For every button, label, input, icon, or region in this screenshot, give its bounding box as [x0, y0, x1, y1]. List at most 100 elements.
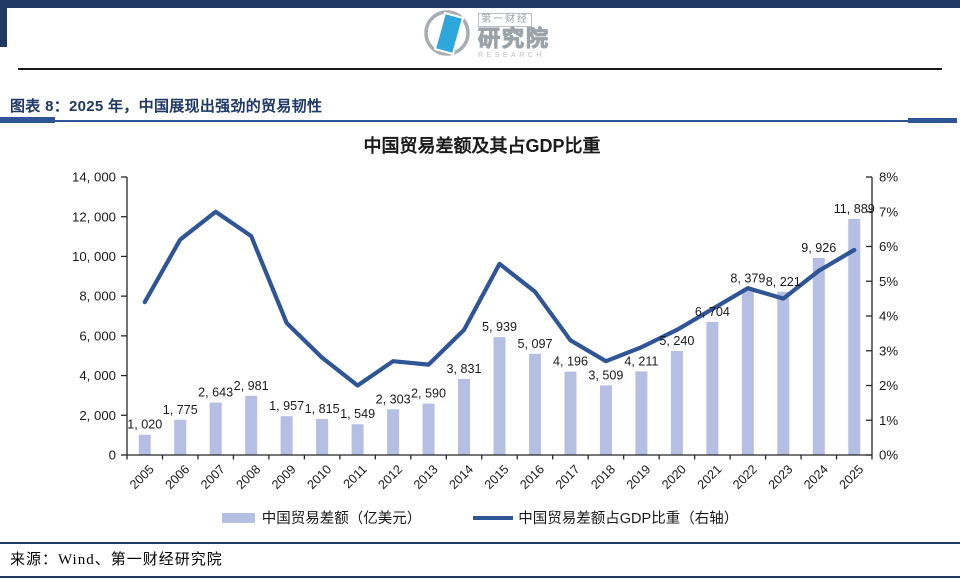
x-axis-label-2012: 2012 [375, 462, 405, 492]
caption-underline-thick-right [908, 118, 957, 123]
bar-label-2023: 8, 221 [766, 275, 801, 289]
caption-underline-thick-left [0, 117, 55, 123]
logo-brand-sub: RESEARCH [478, 52, 545, 59]
bar-2023 [777, 291, 790, 455]
bar-2013 [422, 403, 435, 455]
left-axis-tick-label: 0 [109, 448, 116, 463]
line-series-swatch [473, 515, 514, 520]
left-axis-tick-label: 4, 000 [79, 368, 116, 383]
left-axis-tick-label: 10, 000 [72, 249, 116, 264]
legend-item-bars: 中国贸易差额（亿美元） [221, 507, 422, 528]
bar-series-swatch [221, 512, 255, 523]
bar-series-label: 中国贸易差额（亿美元） [261, 511, 422, 527]
x-axis: 2005 2006 2007 2008 2009 2010 2011 2012 2013 2014… [126, 454, 873, 492]
right-axis-tick-label: 6% [879, 239, 898, 254]
legend-item-line: 中国贸易差额占GDP比重（右轴） [473, 507, 738, 528]
bar-label-2007: 2, 643 [198, 386, 233, 400]
bar-label-2019: 4, 211 [624, 354, 658, 368]
x-axis-label-2010: 2010 [305, 462, 335, 492]
x-axis-label-2015: 2015 [482, 462, 512, 492]
x-axis-label-2011: 2011 [341, 462, 370, 491]
right-axis-tick-label: 4% [879, 309, 898, 324]
bar-2021 [706, 321, 719, 455]
bar-label-2022: 8, 379 [730, 272, 765, 286]
bar-label-2016: 5, 097 [517, 337, 552, 351]
x-axis-label-2025: 2025 [837, 462, 867, 492]
left-axis-tick-label: 6, 000 [79, 328, 116, 343]
bar-2016 [528, 353, 541, 455]
left-accent-bar [0, 0, 7, 47]
chart-legend: 中国贸易差额（亿美元） 中国贸易差额占GDP比重（右轴） [0, 507, 960, 528]
header-divider [18, 68, 942, 70]
x-axis-label-2013: 2013 [411, 462, 441, 492]
top-accent-bar [0, 0, 960, 8]
bar-2008 [245, 395, 258, 455]
right-axis-tick-label: 5% [879, 274, 898, 289]
bar-2010 [316, 418, 329, 455]
bar-2019 [635, 371, 648, 455]
footer-divider [0, 542, 960, 544]
bar-2012 [387, 409, 400, 455]
right-axis-tick-label: 8% [879, 170, 898, 185]
bar-label-2010: 1, 815 [305, 402, 340, 416]
yicai-research-logo: 第一财经 研究院 RESEARCH [420, 5, 570, 65]
caption-underline [0, 120, 957, 122]
trade-balance-bars [138, 218, 861, 455]
bar-2007 [209, 402, 222, 455]
left-axis: 0 2, 000 4, 000 6, 000 8, 000 10, 000 12, 000 1… [72, 170, 128, 463]
right-axis-tick-label: 3% [879, 343, 898, 358]
bar-label-2017: 4, 196 [553, 355, 588, 369]
bar-2022 [741, 288, 754, 455]
figure-caption: 图表 8：2025 年，中国展现出强劲的贸易韧性 [10, 98, 323, 115]
right-axis-tick-label: 1% [879, 413, 898, 428]
x-axis-label-2023: 2023 [766, 462, 796, 492]
bar-2011 [351, 424, 364, 455]
x-axis-label-2021: 2021 [695, 462, 725, 492]
source-note: 来源：Wind、第一财经研究院 [10, 552, 223, 568]
bar-2025 [848, 218, 861, 455]
left-axis-tick-label: 14, 000 [72, 170, 116, 185]
bar-2024 [812, 257, 825, 455]
x-axis-label-2020: 2020 [659, 462, 689, 492]
x-axis-label-2017: 2017 [553, 462, 583, 492]
bar-2020 [670, 350, 683, 455]
right-axis: 0% 1% 2% 3% 4% 5% 6% 7% 8% [866, 170, 898, 463]
bar-label-2013: 2, 590 [411, 387, 446, 401]
x-axis-label-2006: 2006 [163, 462, 193, 492]
x-axis-label-2008: 2008 [234, 462, 264, 492]
x-axis-label-2007: 2007 [198, 462, 228, 492]
bar-label-2025: 11, 889 [834, 202, 875, 216]
line-series-label: 中国贸易差额占GDP比重（右轴） [518, 511, 739, 527]
x-axis-label-2019: 2019 [624, 462, 654, 492]
bar-2017 [564, 371, 577, 455]
bar-2018 [599, 385, 612, 455]
bar-label-2015: 5, 939 [482, 320, 517, 334]
x-axis-label-2022: 2022 [730, 462, 760, 492]
x-axis-label-2014: 2014 [446, 462, 476, 492]
x-axis-label-2018: 2018 [588, 462, 618, 492]
bar-label-2006: 1, 775 [163, 403, 198, 417]
bar-label-2008: 2, 981 [234, 379, 269, 393]
left-axis-tick-label: 12, 000 [72, 209, 116, 224]
bar-label-2021: 6, 704 [695, 305, 730, 319]
left-axis-tick-label: 2, 000 [79, 408, 116, 423]
bar-label-2018: 3, 509 [588, 368, 623, 382]
bar-2006 [174, 419, 187, 455]
chart-title: 中国贸易差额及其占GDP比重 [363, 135, 600, 156]
x-axis-label-2009: 2009 [269, 462, 299, 492]
logo-text: 第一财经 研究院 RESEARCH [477, 9, 550, 59]
logo-brand-top: 第一财经 [478, 13, 532, 27]
right-axis-tick-label: 2% [879, 378, 898, 393]
bar-2009 [280, 416, 293, 455]
bar-label-2014: 3, 831 [447, 362, 482, 376]
bottom-edge-rule [0, 576, 960, 578]
left-axis-tick-label: 8, 000 [79, 289, 116, 304]
logo-mark-icon [424, 10, 470, 56]
bar-label-2005: 1, 020 [127, 418, 162, 432]
bar-label-2012: 2, 303 [376, 392, 411, 406]
bar-2005 [138, 434, 151, 455]
x-axis-label-2005: 2005 [127, 462, 157, 492]
x-axis-label-2016: 2016 [517, 462, 547, 492]
